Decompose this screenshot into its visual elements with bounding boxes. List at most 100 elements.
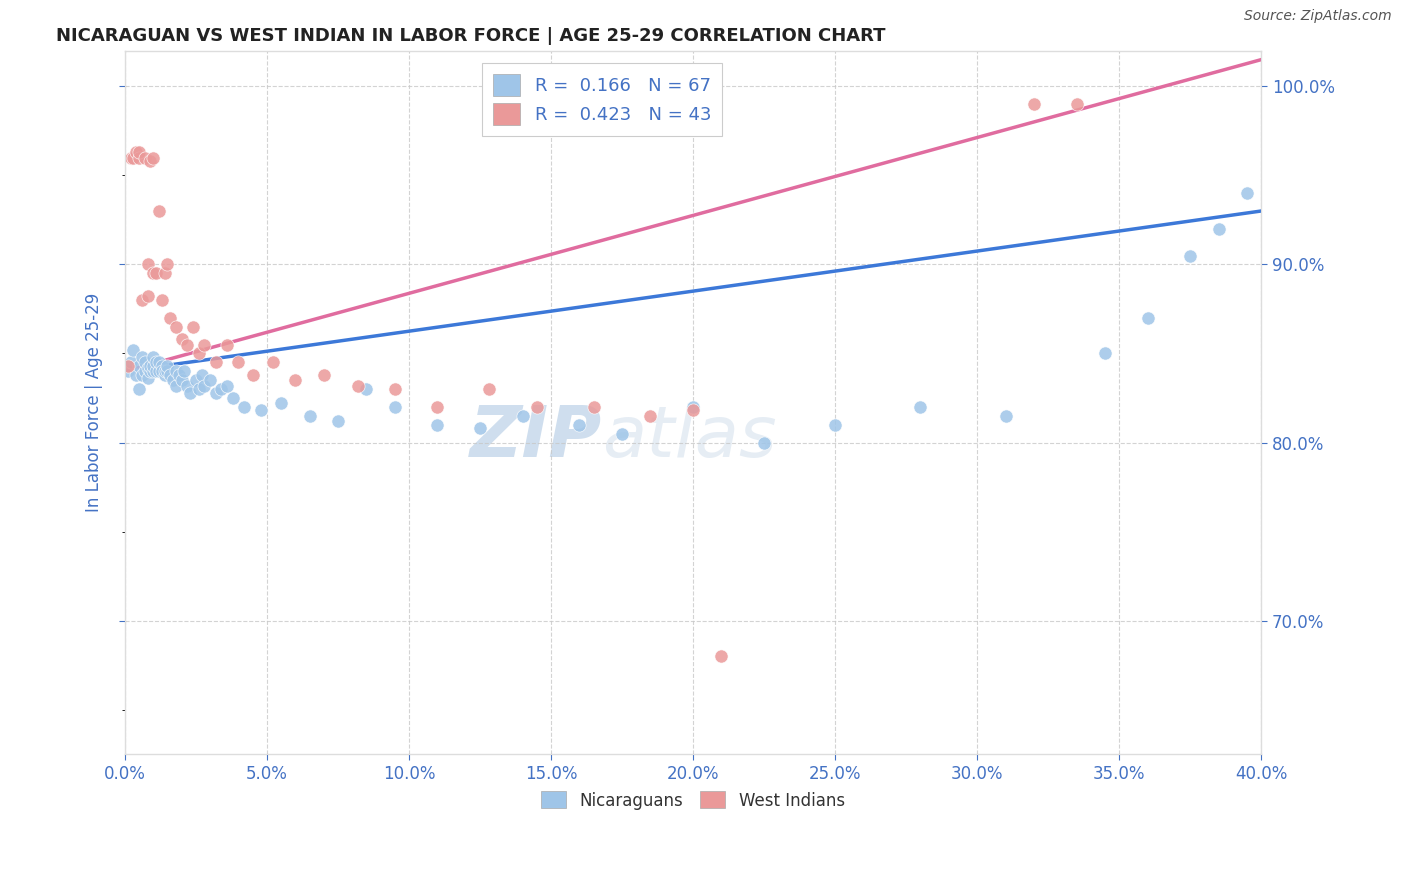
- Point: [994, 409, 1017, 423]
- Point: [134, 355, 156, 369]
- Point: [148, 355, 170, 369]
- Point: [136, 371, 159, 385]
- Point: [145, 355, 167, 369]
- Point: [209, 382, 232, 396]
- Text: ZIP: ZIP: [470, 403, 602, 472]
- Point: [228, 355, 250, 369]
- Point: [1236, 186, 1258, 201]
- Point: [1208, 221, 1230, 235]
- Point: [136, 289, 159, 303]
- Point: [204, 355, 226, 369]
- Point: [198, 373, 221, 387]
- Point: [153, 364, 176, 378]
- Point: [142, 364, 165, 378]
- Point: [179, 385, 201, 400]
- Point: [170, 373, 193, 387]
- Point: [153, 266, 176, 280]
- Point: [384, 382, 406, 396]
- Point: [136, 257, 159, 271]
- Point: [356, 382, 378, 396]
- Point: [142, 359, 165, 373]
- Point: [270, 396, 292, 410]
- Point: [710, 649, 733, 664]
- Point: [262, 355, 284, 369]
- Point: [682, 403, 704, 417]
- Point: [156, 359, 179, 373]
- Point: [512, 409, 534, 423]
- Point: [167, 368, 190, 382]
- Point: [824, 417, 846, 432]
- Point: [384, 400, 406, 414]
- Point: [131, 293, 153, 307]
- Point: [610, 426, 633, 441]
- Point: [142, 266, 165, 280]
- Point: [326, 414, 349, 428]
- Point: [346, 378, 368, 392]
- Point: [120, 355, 142, 369]
- Point: [426, 400, 449, 414]
- Point: [477, 382, 499, 396]
- Point: [156, 364, 179, 378]
- Point: [187, 382, 209, 396]
- Point: [128, 359, 150, 373]
- Text: atlas: atlas: [602, 403, 776, 472]
- Point: [233, 400, 256, 414]
- Point: [1180, 248, 1202, 262]
- Point: [125, 145, 148, 160]
- Point: [162, 373, 184, 387]
- Point: [139, 359, 162, 373]
- Point: [142, 151, 165, 165]
- Point: [136, 360, 159, 375]
- Point: [165, 378, 187, 392]
- Point: [120, 151, 142, 165]
- Point: [128, 151, 150, 165]
- Point: [682, 400, 704, 414]
- Point: [131, 368, 153, 382]
- Point: [193, 378, 215, 392]
- Point: [145, 266, 167, 280]
- Point: [139, 154, 162, 169]
- Point: [217, 337, 239, 351]
- Point: [242, 368, 264, 382]
- Point: [468, 421, 491, 435]
- Point: [250, 403, 273, 417]
- Point: [582, 400, 605, 414]
- Text: NICARAGUAN VS WEST INDIAN IN LABOR FORCE | AGE 25-29 CORRELATION CHART: NICARAGUAN VS WEST INDIAN IN LABOR FORCE…: [56, 27, 886, 45]
- Point: [1066, 97, 1088, 112]
- Point: [170, 332, 193, 346]
- Point: [181, 319, 204, 334]
- Point: [910, 400, 932, 414]
- Point: [204, 385, 226, 400]
- Point: [187, 346, 209, 360]
- Point: [193, 337, 215, 351]
- Point: [125, 368, 148, 382]
- Point: [165, 319, 187, 334]
- Point: [1094, 346, 1116, 360]
- Point: [222, 391, 245, 405]
- Point: [150, 359, 173, 373]
- Point: [142, 350, 165, 364]
- Point: [117, 359, 139, 373]
- Point: [128, 382, 150, 396]
- Point: [159, 310, 181, 325]
- Point: [156, 257, 179, 271]
- Point: [190, 368, 212, 382]
- Point: [312, 368, 335, 382]
- Point: [134, 364, 156, 378]
- Point: [145, 364, 167, 378]
- Point: [165, 364, 187, 378]
- Point: [148, 204, 170, 219]
- Point: [139, 364, 162, 378]
- Point: [134, 151, 156, 165]
- Point: [122, 151, 145, 165]
- Text: Source: ZipAtlas.com: Source: ZipAtlas.com: [1244, 9, 1392, 23]
- Y-axis label: In Labor Force | Age 25-29: In Labor Force | Age 25-29: [86, 293, 103, 512]
- Point: [568, 417, 591, 432]
- Legend: Nicaraguans, West Indians: Nicaraguans, West Indians: [534, 785, 852, 816]
- Point: [150, 364, 173, 378]
- Point: [640, 409, 662, 423]
- Point: [176, 337, 198, 351]
- Point: [752, 435, 775, 450]
- Point: [150, 293, 173, 307]
- Point: [148, 364, 170, 378]
